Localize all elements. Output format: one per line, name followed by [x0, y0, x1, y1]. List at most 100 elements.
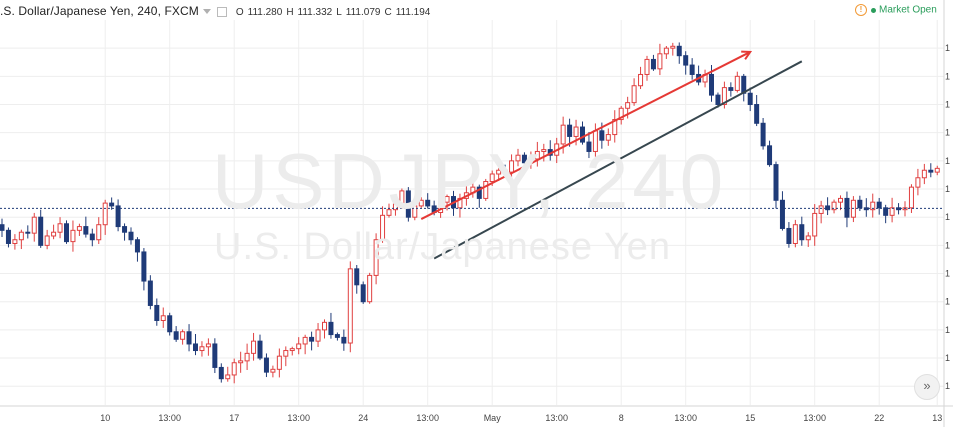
candle-body: [870, 201, 876, 211]
candle: [805, 232, 811, 247]
candle-body: [502, 169, 508, 173]
chevron-down-icon[interactable]: [202, 8, 211, 14]
candle: [818, 200, 824, 224]
y-tick-label: 1: [945, 71, 950, 81]
symbol-title[interactable]: .S. Dollar/Japanese Yen, 240, FXCM: [0, 4, 199, 18]
candle: [921, 163, 927, 185]
y-tick-label: 1: [945, 128, 950, 138]
candle-body: [663, 47, 669, 55]
candle-body: [322, 321, 327, 331]
candle-body: [70, 229, 76, 243]
candle: [857, 195, 863, 212]
scroll-to-realtime-button[interactable]: »: [914, 374, 940, 400]
watermark-symbol: USDJPY, 240: [212, 137, 728, 225]
candle-body: [96, 224, 102, 241]
candle: [147, 275, 153, 310]
candle-body: [57, 223, 63, 233]
x-tick-label: 24: [358, 413, 368, 423]
candle: [412, 197, 418, 221]
trendline-arrow[interactable]: [420, 51, 751, 220]
candle: [444, 194, 450, 211]
candle: [870, 193, 876, 218]
candle-body: [818, 205, 824, 214]
candle: [302, 334, 308, 355]
candle: [360, 281, 366, 304]
candle-body: [934, 167, 940, 173]
candle: [296, 337, 302, 355]
candle-body: [76, 226, 82, 231]
candle: [792, 219, 798, 248]
trendline[interactable]: [433, 60, 803, 260]
candle: [405, 187, 411, 222]
candle: [354, 265, 360, 294]
warning-icon[interactable]: !: [855, 4, 867, 16]
candle: [31, 212, 37, 242]
candle-body: [831, 201, 837, 211]
candle-body: [496, 169, 502, 175]
candlesticks: [0, 42, 940, 384]
candle-body: [476, 186, 482, 199]
candle-body: [51, 231, 57, 237]
candle: [889, 197, 895, 223]
candle-body: [928, 169, 934, 173]
candle-body: [883, 207, 889, 216]
candle: [334, 332, 340, 341]
candle-body: [760, 122, 766, 147]
compare-checkbox[interactable]: [216, 6, 227, 17]
candle: [483, 178, 489, 201]
candle: [689, 58, 695, 80]
candle-body: [347, 268, 353, 344]
trendlines[interactable]: [420, 50, 803, 260]
candle-body: [147, 280, 153, 306]
candle-body: [263, 357, 269, 373]
candle-body: [309, 336, 315, 342]
candle-body: [89, 233, 95, 241]
candle-body: [425, 199, 431, 207]
x-tick-label: 13:00: [158, 413, 181, 423]
candle: [734, 71, 740, 93]
candle: [141, 248, 147, 291]
candle-body: [109, 202, 115, 207]
market-status[interactable]: ! Market Open: [855, 4, 937, 16]
candle-body: [102, 202, 108, 226]
candle-body: [180, 331, 186, 340]
candle-body: [12, 239, 18, 244]
candle-body: [541, 149, 547, 152]
candle: [908, 184, 914, 213]
candle-body: [160, 315, 166, 321]
candle-body: [915, 177, 921, 188]
candle-body: [786, 227, 792, 244]
candle: [721, 81, 727, 109]
candle: [773, 161, 779, 209]
candle: [128, 227, 134, 245]
y-tick-label: 1: [945, 100, 950, 110]
x-tick-label: 17: [229, 413, 239, 423]
candle-body: [205, 343, 211, 348]
candle-body: [0, 224, 5, 231]
candle: [70, 220, 76, 252]
close-label: C: [384, 7, 392, 18]
candle: [257, 334, 263, 361]
candle: [0, 218, 5, 237]
candle: [180, 329, 186, 345]
candle-body: [328, 321, 334, 336]
candle: [683, 51, 689, 75]
candle: [850, 196, 856, 223]
candle: [515, 148, 521, 167]
candle-body: [521, 154, 527, 164]
candle: [270, 365, 276, 378]
candle-body: [251, 340, 257, 354]
y-tick-label: 1: [945, 212, 950, 222]
candle-body: [186, 331, 192, 345]
candle-body: [676, 45, 682, 57]
candle-body: [709, 73, 714, 96]
candle-body: [154, 304, 160, 321]
time-axis[interactable]: 10 13:00 17 13:00 24 13:00 May 13:00 8 13:00 15 13:…: [0, 405, 953, 423]
price-axis[interactable]: 1 1 1 1 1 1 1 1 1 1 1 1 1: [943, 0, 950, 427]
candle-body: [483, 181, 489, 199]
candle: [425, 193, 431, 209]
candle-body: [573, 126, 579, 137]
candle-body: [715, 94, 721, 106]
candle-body: [360, 284, 366, 303]
